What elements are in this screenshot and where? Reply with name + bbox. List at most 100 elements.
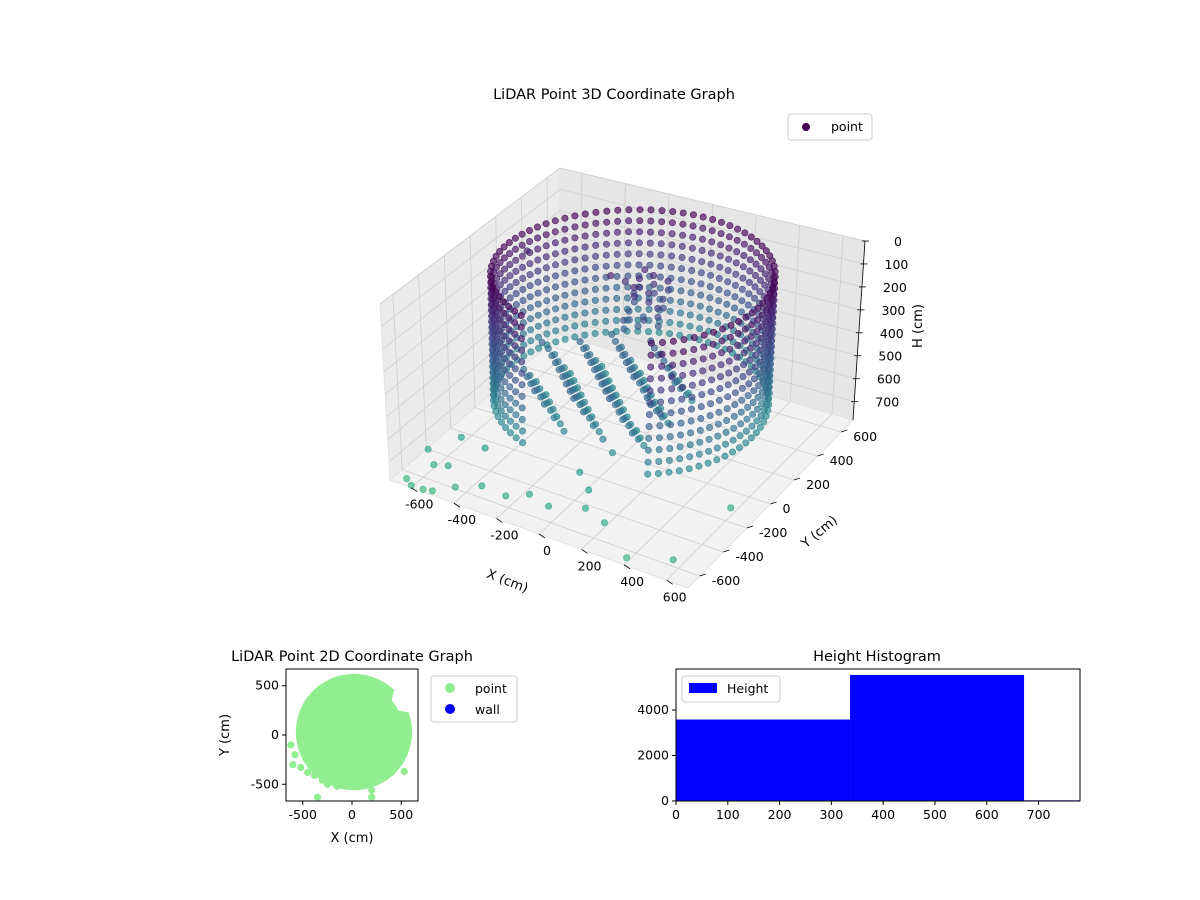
point-3d — [424, 445, 432, 453]
point-3d — [497, 407, 505, 415]
point-3d — [763, 294, 771, 302]
point-3d — [741, 337, 749, 345]
point-3d — [669, 361, 677, 369]
point-3d — [518, 346, 526, 354]
point-3d — [620, 316, 628, 324]
point-3d — [534, 289, 542, 297]
point-3d — [690, 334, 698, 342]
scatter-2d-point — [291, 751, 299, 759]
point-3d — [760, 418, 768, 426]
point-3d — [603, 218, 611, 226]
grid-line-y-left — [418, 274, 427, 449]
point-3d — [506, 406, 514, 414]
point-3d — [752, 339, 760, 347]
scatter-2d-point — [390, 753, 398, 761]
point-3d — [534, 333, 542, 341]
point-3d — [561, 225, 569, 233]
point-3d — [706, 423, 714, 431]
point-3d — [501, 401, 509, 409]
point-3d — [636, 379, 644, 387]
point-3d — [551, 283, 559, 291]
point-3d — [654, 322, 662, 330]
point-3d — [591, 263, 599, 271]
point-3d — [496, 338, 504, 346]
point-3d — [500, 243, 508, 251]
point-3d — [758, 242, 766, 250]
chart-2d-ticks: -500 0 500 -500 0 500 — [251, 678, 414, 822]
point-3d — [605, 395, 613, 403]
histogram-legend: Height — [681, 675, 781, 703]
point-3d — [591, 366, 599, 374]
point-3d — [655, 446, 663, 454]
point-3d — [497, 418, 505, 426]
point-3d — [699, 367, 707, 375]
point-3d — [747, 332, 755, 340]
scatter-2d-point-cloud — [295, 673, 413, 791]
point-3d — [742, 439, 750, 447]
point-3d — [581, 331, 589, 339]
point-3d — [752, 249, 760, 257]
point-3d — [739, 263, 747, 271]
point-3d — [641, 266, 649, 274]
point-3d — [666, 296, 674, 304]
scatter-2d-point — [333, 782, 341, 790]
scatter-2d-point — [318, 776, 326, 784]
point-3d — [650, 280, 658, 288]
histogram-frame — [675, 668, 1081, 802]
point-3d — [571, 311, 579, 319]
point-3d — [566, 387, 574, 395]
point-3d — [750, 375, 758, 383]
point-3d — [742, 427, 750, 435]
point-3d — [760, 406, 768, 414]
point-3d — [502, 424, 510, 432]
point-3d — [756, 358, 764, 366]
point-3d — [506, 261, 514, 269]
point-3d — [658, 207, 666, 215]
point-3d — [695, 462, 703, 470]
tick-label-y: 400 — [830, 453, 854, 468]
point-3d — [765, 312, 773, 320]
point-3d — [724, 278, 732, 286]
point-3d — [500, 321, 508, 329]
point-3d — [668, 241, 676, 249]
tick-label-x-hist: 300 — [819, 807, 843, 822]
point-3d — [764, 336, 772, 344]
point-3d — [716, 384, 724, 392]
point-3d — [571, 245, 579, 253]
point-3d — [506, 383, 514, 391]
point-3d — [552, 294, 560, 302]
point-3d — [763, 359, 771, 367]
point-3d — [760, 353, 768, 361]
point-3d — [561, 269, 569, 277]
point-3d — [518, 392, 526, 400]
point-3d — [559, 373, 567, 381]
point-3d — [581, 504, 589, 512]
point-3d — [734, 225, 742, 233]
point-3d — [715, 408, 723, 416]
point-3d — [657, 374, 665, 382]
point-3d — [678, 254, 686, 262]
point-3d — [500, 355, 508, 363]
point-3d — [749, 398, 757, 406]
point-3d — [677, 298, 685, 306]
point-3d — [740, 349, 748, 357]
point-3d — [747, 244, 755, 252]
point-3d — [635, 250, 643, 258]
point-3d — [707, 249, 715, 257]
point-3d — [512, 256, 520, 264]
point-3d — [724, 381, 732, 389]
point-3d — [511, 319, 519, 327]
grid-line-y — [474, 407, 771, 505]
point-3d — [571, 300, 579, 308]
point-3d — [657, 240, 665, 248]
point-3d — [748, 309, 756, 317]
point-3d — [766, 289, 774, 297]
point-3d — [551, 217, 559, 225]
point-3d — [747, 434, 755, 442]
point-3d — [625, 206, 633, 214]
point-3d — [752, 429, 760, 437]
point-3d — [556, 420, 564, 428]
point-3d — [505, 302, 513, 310]
point-3d — [527, 337, 535, 345]
point-3d — [758, 388, 766, 396]
